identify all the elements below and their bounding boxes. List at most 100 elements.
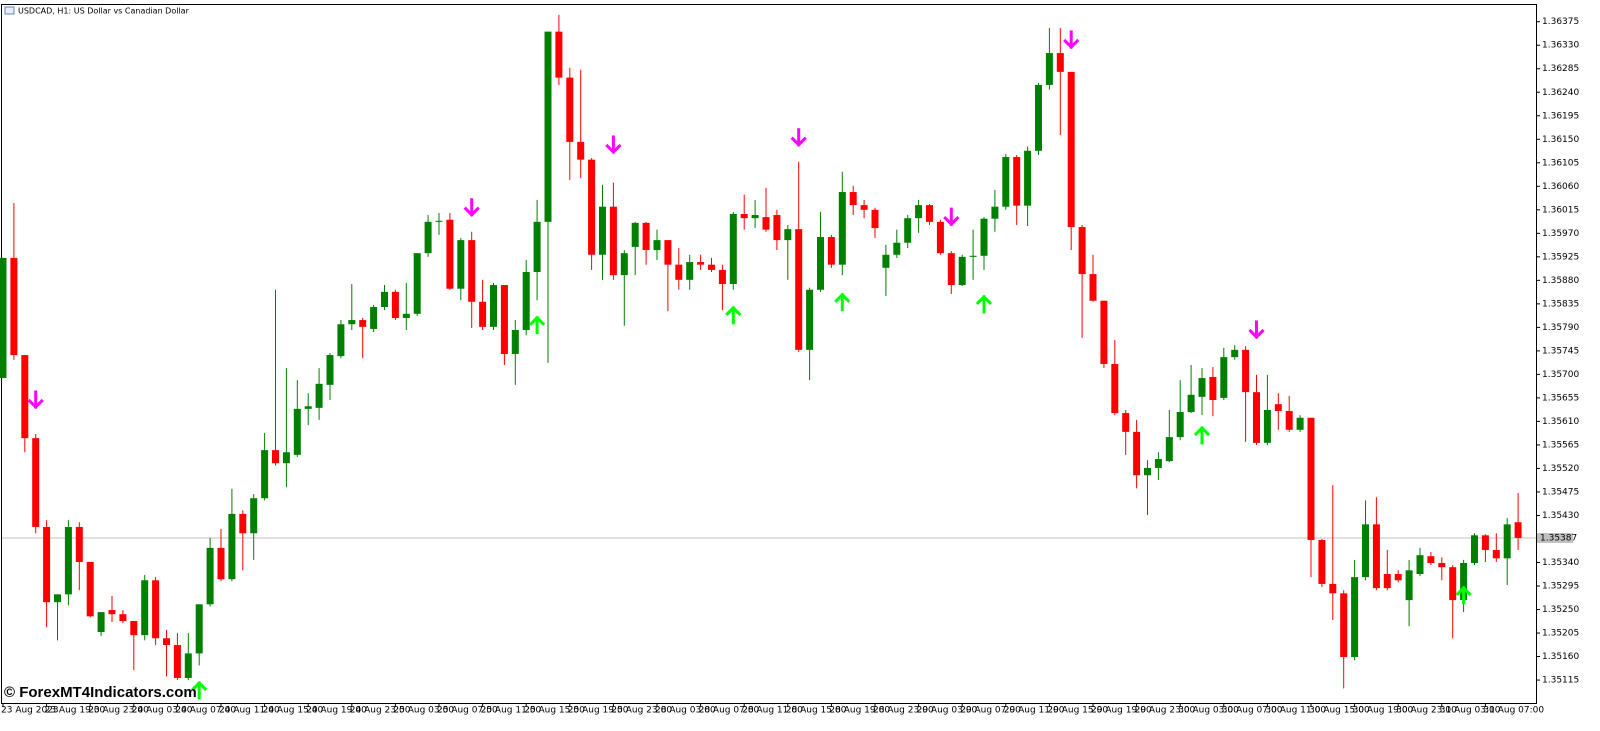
candle-body <box>348 320 356 325</box>
candle-body <box>391 291 399 318</box>
candle-body <box>947 253 955 286</box>
candle-body <box>119 614 127 622</box>
candle-body <box>904 218 912 243</box>
sell-arrow <box>790 128 807 147</box>
candle-body <box>620 253 628 276</box>
candle-body <box>980 218 988 256</box>
candle-body <box>490 285 497 327</box>
y-tick-label: 1.36015 <box>1542 205 1579 215</box>
x-tick-label: 24 Aug 11:00 <box>219 706 280 716</box>
candle-body <box>609 206 617 276</box>
candle-body <box>631 222 639 247</box>
y-tick-label: 1.35340 <box>1542 558 1579 568</box>
candle-body <box>533 221 541 272</box>
x-tick-label: 30 Aug 07:00 <box>1222 706 1283 716</box>
x-tick-label: 23 Aug 23:00 <box>88 706 149 716</box>
candle-body <box>261 450 269 499</box>
y-tick-label: 1.36285 <box>1542 64 1579 74</box>
candle-body <box>1460 563 1468 601</box>
candle-body <box>500 285 508 355</box>
buy-arrow <box>191 680 208 700</box>
x-tick-label: 28 Aug 03:00 <box>655 706 716 716</box>
sell-arrow <box>943 207 960 227</box>
candle-body <box>217 547 225 580</box>
candle-body <box>370 306 378 329</box>
x-tick-label: 28 Aug 23:00 <box>873 706 934 716</box>
current-price-box <box>1537 532 1573 543</box>
candle-body <box>239 513 247 534</box>
candle-body <box>1438 563 1446 568</box>
candle-body <box>718 269 726 285</box>
y-tick-label: 1.35475 <box>1542 487 1579 497</box>
candle-body <box>97 612 105 632</box>
candle-body <box>936 221 944 254</box>
buy-arrow <box>975 294 993 314</box>
candle-body <box>1111 363 1119 414</box>
candle-body <box>1416 555 1424 574</box>
candle-body <box>686 262 694 280</box>
x-tick-label: 30 Aug 23:00 <box>1396 706 1457 716</box>
candle-body <box>141 580 149 636</box>
candle-body <box>882 254 890 268</box>
y-tick-label: 1.35430 <box>1542 511 1579 521</box>
candle-body <box>1351 577 1359 658</box>
candle-body <box>435 220 443 222</box>
x-tick-label: 30 Aug 11:00 <box>1265 706 1326 716</box>
candle-body <box>130 621 138 636</box>
candle-body <box>1024 150 1032 206</box>
candle-body <box>1394 573 1402 581</box>
candle-body <box>1514 522 1522 538</box>
y-tick-label: 1.36105 <box>1542 158 1579 168</box>
candle-body <box>1035 84 1042 151</box>
current-price-label: 1.35387 <box>1540 533 1577 543</box>
candle-body <box>304 406 312 409</box>
y-tick-label: 1.35835 <box>1542 299 1579 309</box>
candle-body <box>1340 593 1348 658</box>
candle-body <box>75 526 83 562</box>
candle-body <box>163 638 170 646</box>
candle-body <box>381 291 388 307</box>
sell-arrow <box>463 198 480 217</box>
candle-body <box>653 240 661 251</box>
candle-body <box>1372 524 1380 589</box>
x-tick-label: 29 Aug 23:00 <box>1135 706 1196 716</box>
candle-body <box>326 355 334 385</box>
candle-body <box>1002 157 1010 207</box>
x-tick-label: 28 Aug 15:00 <box>786 706 847 716</box>
x-tick-label: 25 Aug 23:00 <box>611 706 672 716</box>
candle-body <box>1144 467 1151 476</box>
candle-body <box>1187 394 1195 413</box>
candle-body <box>184 653 192 678</box>
candle-body <box>555 31 563 78</box>
candle-body <box>511 329 519 355</box>
candle-body <box>740 213 748 219</box>
candle-body <box>1078 227 1086 275</box>
x-tick-label: 25 Aug 15:00 <box>524 706 585 716</box>
x-tick-label: 30 Aug 15:00 <box>1309 706 1370 716</box>
x-tick-label: 29 Aug 19:00 <box>1091 706 1152 716</box>
x-tick-label: 25 Aug 11:00 <box>481 706 542 716</box>
x-tick-label: 24 Aug 19:00 <box>306 706 367 716</box>
y-tick-label: 1.35250 <box>1542 605 1579 615</box>
y-tick-label: 1.36195 <box>1542 111 1579 121</box>
x-tick-label: 29 Aug 15:00 <box>1047 706 1108 716</box>
candle-body <box>86 561 94 617</box>
y-tick-label: 1.36375 <box>1542 17 1579 27</box>
watermark: © ForexMT4Indicators.com <box>4 684 197 701</box>
y-tick-label: 1.35970 <box>1542 229 1579 239</box>
candle-body <box>806 289 814 350</box>
y-tick-label: 1.35745 <box>1542 346 1579 356</box>
buy-arrow <box>528 315 546 335</box>
candle-body <box>1176 412 1184 438</box>
candle-body <box>849 192 857 206</box>
x-tick-label: 30 Aug 19:00 <box>1353 706 1414 716</box>
candle-body <box>522 271 530 330</box>
x-tick-label: 29 Aug 03:00 <box>917 706 978 716</box>
candle-body <box>1100 300 1108 364</box>
candle-body <box>402 313 410 318</box>
candle-body <box>1471 535 1478 564</box>
candle-body <box>1133 431 1141 476</box>
x-tick-label: 24 Aug 07:00 <box>175 706 236 716</box>
candle-body <box>1263 409 1271 443</box>
candle-body <box>958 256 966 286</box>
